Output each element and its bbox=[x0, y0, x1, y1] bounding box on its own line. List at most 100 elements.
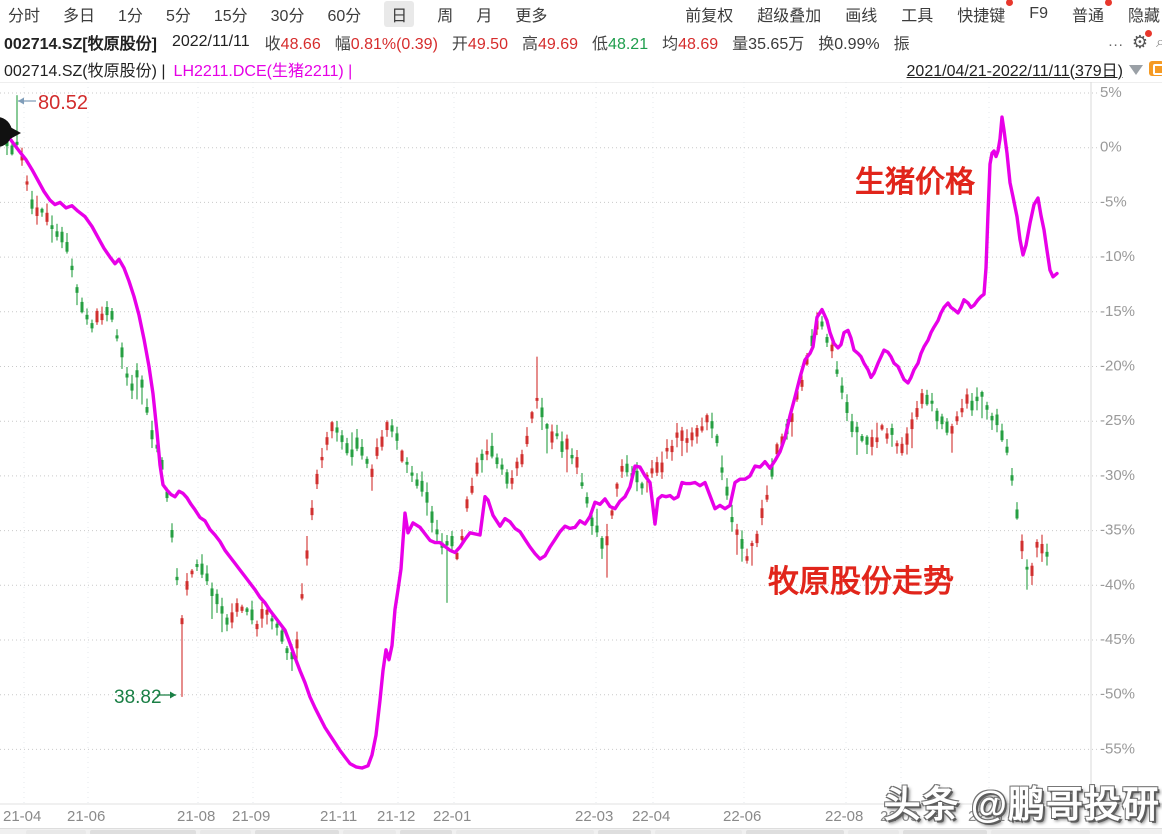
bottom-scroll-strip[interactable] bbox=[0, 828, 1162, 834]
toolbar-item-7[interactable]: 日 bbox=[384, 1, 415, 27]
stock-trend-label: 牧原股份走势 bbox=[768, 564, 954, 599]
y-tick--35%: -35% bbox=[1100, 522, 1135, 539]
quote-field-label: 低 bbox=[592, 35, 609, 53]
overlay-stock-label[interactable]: 002714.SZ(牧原股份) | bbox=[4, 62, 166, 80]
scroll-strip-segment bbox=[655, 830, 742, 834]
toolbar-right-item-7[interactable]: 隐藏 bbox=[1127, 8, 1160, 25]
scroll-strip-segment bbox=[343, 830, 396, 834]
quote-field-value: 0.99% bbox=[834, 35, 880, 53]
quote-field-开: 开49.50 bbox=[452, 30, 508, 54]
quote-field-均: 均48.69 bbox=[662, 30, 718, 54]
overlay-bar-right: 2021/04/21-2022/11/11(379日) bbox=[907, 57, 1162, 81]
quote-field-label: 均 bbox=[662, 35, 679, 53]
scroll-strip-segment bbox=[456, 830, 594, 834]
main-chart[interactable]: 5% 0% -5% -10% -15% -20% -25% -30% -35% -40% -45% -… bbox=[0, 82, 1162, 806]
x-label-22-04: 22-04 bbox=[632, 808, 671, 825]
quote-field-高: 高49.69 bbox=[522, 30, 578, 54]
cursor-icon-arrow bbox=[10, 127, 21, 139]
quote-field-低: 低48.21 bbox=[592, 30, 648, 54]
toolbar-right-item-4[interactable]: 快捷键 bbox=[957, 0, 1014, 26]
date-range-link[interactable]: 2021/04/21-2022/11/11(379日) bbox=[906, 62, 1123, 80]
gear-icon[interactable]: ⚙ bbox=[1132, 29, 1152, 51]
overlay-bar: 002714.SZ(牧原股份) | LH2211.DCE(生猪2211) | 2… bbox=[0, 55, 1162, 83]
scroll-strip-segment bbox=[90, 830, 196, 834]
quote-field-振: 振 bbox=[894, 30, 910, 54]
notification-dot bbox=[1006, 0, 1014, 6]
toolbar-right: 前复权 超级叠加 画线 工具 快捷键 F9 普通 隐藏 bbox=[685, 0, 1162, 26]
quote-field-label: 振 bbox=[893, 35, 910, 53]
chevron-down-icon[interactable] bbox=[1129, 64, 1143, 75]
toolbar-right-item-2[interactable]: 画线 bbox=[845, 8, 878, 25]
quote-field-label: 幅 bbox=[334, 35, 351, 53]
quote-field-value: 48.21 bbox=[608, 35, 649, 53]
y-tick--15%: -15% bbox=[1100, 303, 1135, 320]
y-tick--55%: -55% bbox=[1100, 740, 1135, 757]
y-tick--25%: -25% bbox=[1100, 412, 1135, 429]
y-tick--30%: -30% bbox=[1100, 467, 1135, 484]
toolbar-right-item-1[interactable]: 超级叠加 bbox=[757, 8, 822, 25]
x-label-21-11: 21-11 bbox=[320, 808, 358, 825]
y-tick-0%: 0% bbox=[1100, 139, 1122, 156]
quote-field-量: 量35.65万 bbox=[732, 30, 804, 54]
x-label-22-11: 22-11 bbox=[968, 808, 1006, 825]
quote-field-value: 49.69 bbox=[537, 35, 579, 53]
more-ellipsis[interactable]: ... bbox=[1108, 33, 1124, 50]
stock-low-label-arrow bbox=[170, 691, 176, 699]
scroll-strip-segment bbox=[200, 830, 251, 834]
scroll-strip-segment bbox=[746, 830, 844, 834]
x-label-21-09: 21-09 bbox=[232, 808, 271, 825]
toolbar-right-item-3[interactable]: 工具 bbox=[901, 8, 934, 25]
quote-date: 2022/11/11 bbox=[171, 32, 250, 50]
stock-code: 002714.SZ[牧原股份] bbox=[4, 35, 157, 53]
toolbar-item-2[interactable]: 1分 bbox=[118, 8, 143, 25]
y-tick--10%: -10% bbox=[1100, 248, 1135, 265]
toolbar-item-6[interactable]: 60分 bbox=[327, 8, 362, 25]
x-label-22-09: 22-09 bbox=[880, 808, 919, 825]
notification-dot bbox=[1104, 0, 1112, 6]
clipped-tool-icon[interactable]: ⌕ bbox=[1156, 33, 1162, 50]
y-tick--20%: -20% bbox=[1100, 357, 1135, 374]
quote-field-value: 48.66 bbox=[280, 35, 321, 53]
toolbar-left: 分时 多日 1分 5分 15分 30分 60分 日 周 月 更多 bbox=[0, 1, 547, 27]
toolbar-item-4[interactable]: 15分 bbox=[213, 8, 248, 25]
toolbar-right-item-5[interactable]: F9 bbox=[1029, 5, 1048, 22]
chart-canvas[interactable]: 5% 0% -5% -10% -15% -20% -25% -30% -35% -40% -45% -… bbox=[0, 82, 1162, 806]
y-tick--5%: -5% bbox=[1100, 193, 1127, 210]
watermark: 头条 @鹏哥投研 bbox=[883, 784, 1160, 825]
quote-field-value: 35.65万 bbox=[748, 35, 805, 53]
toolbar-item-9[interactable]: 月 bbox=[476, 8, 493, 25]
orange-tool-icon[interactable] bbox=[1149, 61, 1162, 76]
toolbar-right-item-6[interactable]: 普通 bbox=[1072, 0, 1112, 26]
cursor-icon bbox=[0, 117, 12, 147]
overlay-pig-label[interactable]: LH2211.DCE(生猪2211) | bbox=[173, 62, 353, 80]
stock-high-label: 80.52 bbox=[38, 92, 88, 114]
toolbar-item-8[interactable]: 周 bbox=[437, 8, 454, 25]
scroll-strip-segment bbox=[991, 830, 1090, 834]
scroll-strip-segment bbox=[903, 830, 987, 834]
stock-low-label: 38.82 bbox=[114, 687, 162, 708]
quote-field-label: 高 bbox=[521, 35, 538, 53]
toolbar-item-0[interactable]: 分时 bbox=[8, 8, 41, 25]
quote-field-label: 量 bbox=[732, 35, 749, 53]
x-label-22-08: 22-08 bbox=[825, 808, 864, 825]
quote-field-value: 48.69 bbox=[678, 35, 719, 53]
quote-bar: 002714.SZ[牧原股份] 2022/11/11 收48.66 幅0.81%(… bbox=[0, 28, 1162, 55]
quote-field-label: 开 bbox=[451, 35, 468, 53]
x-axis-labels: 21-04 21-06 21-08 21-09 21-11 21-12 22-01 22-03… bbox=[0, 806, 1162, 828]
quote-bar-right: ... ⚙ ⌕ bbox=[1108, 29, 1162, 51]
toolbar-right-item-0[interactable]: 前复权 bbox=[685, 8, 734, 25]
quote-field-label: 换 bbox=[818, 35, 835, 53]
quote-field-收: 收48.66 bbox=[265, 30, 321, 54]
scroll-strip-segment bbox=[598, 830, 651, 834]
quote-field-value: 0.81%(0.39) bbox=[350, 35, 438, 53]
pig-price-line bbox=[0, 115, 1059, 770]
toolbar-item-10[interactable]: 更多 bbox=[515, 8, 548, 25]
y-tick--45%: -45% bbox=[1100, 631, 1135, 648]
scroll-strip-segment bbox=[26, 830, 86, 834]
scroll-strip-segment bbox=[255, 830, 339, 834]
toolbar-item-5[interactable]: 30分 bbox=[270, 8, 305, 25]
pig-price-label: 生猪价格 bbox=[855, 166, 976, 199]
toolbar-item-3[interactable]: 5分 bbox=[165, 8, 191, 25]
y-tick--50%: -50% bbox=[1100, 686, 1135, 703]
toolbar-item-1[interactable]: 多日 bbox=[63, 8, 96, 25]
